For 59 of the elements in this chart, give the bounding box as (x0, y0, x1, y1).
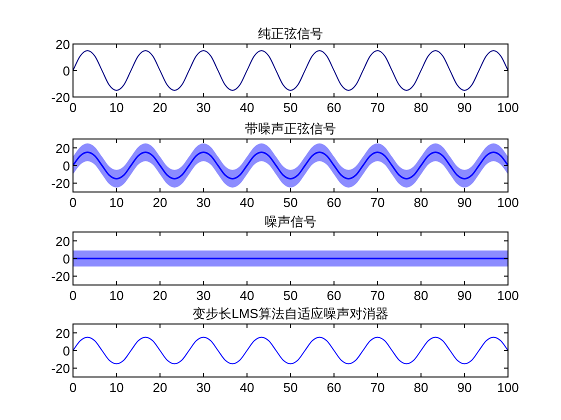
x-tick-label: 50 (283, 288, 298, 303)
x-tick-label: 50 (283, 195, 298, 210)
chart-title: 带噪声正弦信号 (245, 121, 336, 136)
x-tick-label: 40 (240, 195, 254, 210)
line-series (73, 152, 508, 180)
x-tick-label: 10 (109, 288, 124, 303)
x-tick-label: 20 (152, 380, 168, 395)
line-series (73, 50, 508, 91)
x-tick-label: 30 (196, 380, 211, 395)
x-tick-label: 10 (109, 100, 124, 115)
x-tick-label: 40 (240, 100, 254, 115)
x-tick-label: 40 (240, 288, 254, 303)
x-tick-label: 50 (283, 380, 298, 395)
x-tick-label: 10 (109, 380, 124, 395)
y-tick-label: 0 (62, 64, 70, 78)
x-tick-label: 90 (457, 288, 472, 303)
x-tick-label: 40 (240, 380, 254, 395)
x-tick-label: 20 (152, 100, 168, 115)
x-tick-label: 80 (414, 195, 428, 210)
chart-title: 噪声信号 (264, 214, 316, 229)
chart-title: 纯正弦信号 (258, 26, 323, 41)
x-tick-label: 30 (196, 195, 211, 210)
x-tick-label: 70 (370, 380, 385, 395)
x-tick-label: 10 (109, 195, 124, 210)
x-tick-label: 80 (414, 100, 428, 115)
x-tick-label: 90 (457, 100, 472, 115)
x-tick-label: 20 (152, 288, 168, 303)
y-tick-label: -20 (51, 269, 70, 284)
x-tick-label: 100 (497, 288, 519, 303)
x-tick-label: 60 (326, 100, 342, 115)
x-tick-label: 20 (152, 195, 168, 210)
x-tick-label: 100 (497, 380, 519, 395)
x-tick-label: 60 (326, 288, 342, 303)
x-tick-label: 80 (414, 288, 428, 303)
y-tick-label: -20 (51, 361, 70, 376)
y-tick-label: -20 (51, 176, 70, 192)
y-tick-label: 20 (56, 234, 70, 249)
y-tick-label: -20 (51, 90, 70, 105)
y-tick-label: 0 (62, 158, 70, 174)
x-tick-label: 90 (457, 195, 472, 210)
y-tick-label: 0 (62, 344, 70, 358)
x-tick-label: 60 (326, 380, 342, 395)
x-tick-label: 70 (370, 288, 385, 303)
x-tick-label: 90 (457, 380, 472, 395)
y-tick-label: 20 (56, 326, 70, 341)
x-tick-label: 30 (196, 288, 211, 303)
x-tick-label: 100 (497, 100, 519, 115)
y-tick-label: 0 (62, 252, 70, 266)
x-tick-label: 70 (370, 195, 385, 210)
y-tick-label: 20 (56, 37, 70, 52)
x-tick-label: 60 (326, 195, 342, 210)
x-tick-label: 30 (196, 100, 211, 115)
x-tick-label: 100 (497, 195, 519, 210)
y-tick-label: 20 (56, 140, 70, 156)
line-series (73, 336, 508, 364)
x-tick-label: 50 (283, 100, 298, 115)
chart-title: 变步长LMS算法自适应噪声对消器 (192, 306, 388, 321)
x-tick-label: 80 (414, 380, 428, 395)
x-tick-label: 70 (370, 100, 385, 115)
